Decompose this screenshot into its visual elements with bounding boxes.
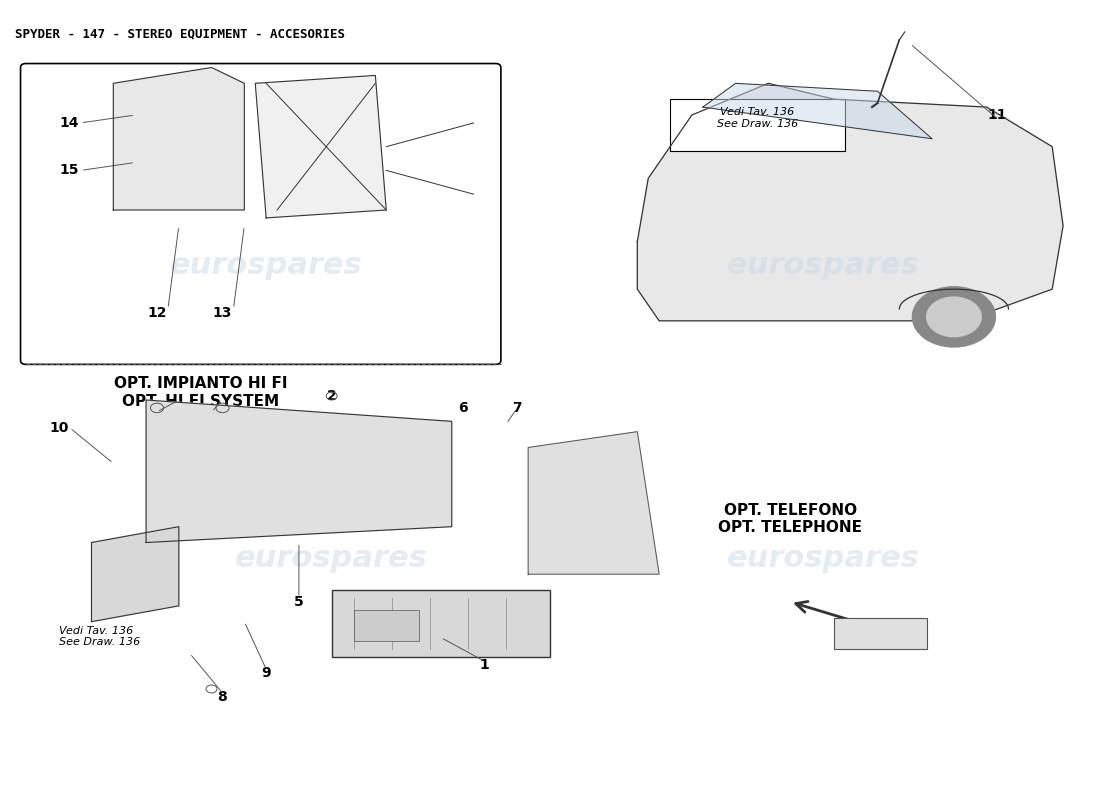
Bar <box>332 590 550 658</box>
Text: Vedi Tav. 136
See Draw. 136: Vedi Tav. 136 See Draw. 136 <box>58 626 140 647</box>
Text: OPT. TELEFONO
OPT. TELEPHONE: OPT. TELEFONO OPT. TELEPHONE <box>718 503 862 535</box>
Polygon shape <box>637 83 1063 321</box>
Polygon shape <box>91 526 179 622</box>
Text: 4: 4 <box>207 405 217 419</box>
Circle shape <box>926 297 981 337</box>
Bar <box>834 618 926 650</box>
Text: 6: 6 <box>458 401 468 415</box>
Text: 7: 7 <box>513 401 522 415</box>
Bar <box>353 610 419 642</box>
Bar <box>670 99 845 150</box>
Text: 12: 12 <box>147 306 167 320</box>
Text: 9: 9 <box>262 666 271 680</box>
Polygon shape <box>146 400 452 542</box>
Text: 3: 3 <box>152 405 162 419</box>
Text: 5: 5 <box>294 595 304 609</box>
Text: eurospares: eurospares <box>169 251 363 280</box>
Text: 8: 8 <box>218 690 228 704</box>
Polygon shape <box>113 67 244 210</box>
Text: OPT. IMPIANTO HI FI
OPT. HI FI SYSTEM: OPT. IMPIANTO HI FI OPT. HI FI SYSTEM <box>114 376 287 409</box>
Polygon shape <box>255 75 386 218</box>
Text: Vedi Tav. 136
See Draw. 136: Vedi Tav. 136 See Draw. 136 <box>717 107 798 129</box>
Text: 15: 15 <box>59 163 79 178</box>
Text: 10: 10 <box>50 421 68 434</box>
Text: 2: 2 <box>327 389 337 403</box>
Text: SPYDER - 147 - STEREO EQUIPMENT - ACCESORIES: SPYDER - 147 - STEREO EQUIPMENT - ACCESO… <box>15 28 345 41</box>
Text: eurospares: eurospares <box>726 544 920 573</box>
Text: 14: 14 <box>59 116 79 130</box>
Circle shape <box>912 286 996 347</box>
Text: eurospares: eurospares <box>235 544 428 573</box>
Polygon shape <box>528 432 659 574</box>
Text: 1: 1 <box>480 658 490 672</box>
Polygon shape <box>703 83 932 138</box>
FancyBboxPatch shape <box>21 63 500 364</box>
Text: 11: 11 <box>988 108 1008 122</box>
Text: 13: 13 <box>212 306 232 320</box>
Text: eurospares: eurospares <box>726 251 920 280</box>
